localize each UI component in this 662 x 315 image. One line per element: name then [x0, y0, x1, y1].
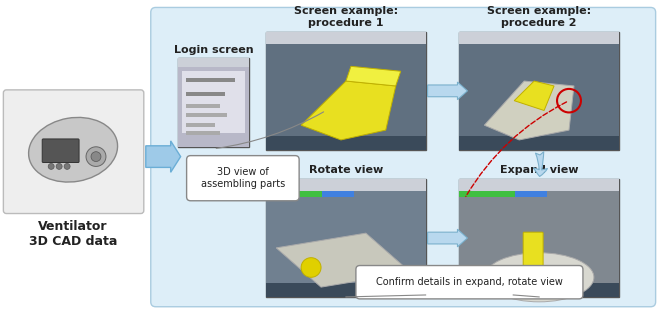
Polygon shape — [514, 81, 554, 111]
FancyBboxPatch shape — [151, 8, 655, 307]
FancyBboxPatch shape — [177, 67, 250, 147]
FancyBboxPatch shape — [356, 266, 583, 299]
FancyBboxPatch shape — [42, 139, 79, 163]
FancyArrow shape — [428, 229, 467, 247]
Ellipse shape — [28, 117, 118, 182]
FancyBboxPatch shape — [185, 123, 216, 127]
FancyBboxPatch shape — [177, 59, 250, 147]
Circle shape — [48, 163, 54, 169]
Circle shape — [86, 147, 106, 166]
FancyBboxPatch shape — [185, 92, 226, 96]
FancyArrow shape — [428, 82, 467, 100]
FancyBboxPatch shape — [185, 131, 220, 135]
Circle shape — [91, 152, 101, 162]
FancyBboxPatch shape — [266, 44, 426, 150]
FancyBboxPatch shape — [266, 32, 426, 44]
Text: Rotate view: Rotate view — [308, 165, 383, 175]
Text: Login screen: Login screen — [173, 44, 254, 54]
Circle shape — [64, 163, 70, 169]
FancyBboxPatch shape — [459, 191, 515, 197]
FancyBboxPatch shape — [185, 78, 236, 82]
FancyBboxPatch shape — [459, 283, 619, 297]
FancyBboxPatch shape — [177, 59, 250, 67]
FancyBboxPatch shape — [185, 113, 228, 117]
Text: Screen example:
procedure 2: Screen example: procedure 2 — [487, 7, 591, 28]
Polygon shape — [276, 233, 410, 287]
Polygon shape — [485, 81, 574, 140]
Circle shape — [56, 163, 62, 169]
FancyBboxPatch shape — [459, 32, 619, 150]
Circle shape — [301, 258, 321, 277]
Text: Screen example:
procedure 1: Screen example: procedure 1 — [294, 7, 398, 28]
Polygon shape — [346, 66, 401, 86]
FancyBboxPatch shape — [266, 32, 426, 150]
FancyBboxPatch shape — [322, 191, 354, 197]
FancyBboxPatch shape — [459, 44, 619, 150]
FancyBboxPatch shape — [523, 232, 543, 273]
FancyBboxPatch shape — [459, 135, 619, 150]
FancyBboxPatch shape — [266, 283, 426, 297]
Text: Ventilator
3D CAD data: Ventilator 3D CAD data — [29, 220, 117, 249]
FancyArrow shape — [146, 141, 181, 172]
Text: Confirm details in expand, rotate view: Confirm details in expand, rotate view — [376, 277, 563, 287]
FancyBboxPatch shape — [459, 179, 619, 297]
FancyBboxPatch shape — [181, 71, 246, 133]
Text: Expand view: Expand view — [500, 165, 579, 175]
FancyBboxPatch shape — [459, 179, 619, 191]
FancyBboxPatch shape — [185, 104, 220, 107]
FancyBboxPatch shape — [459, 191, 619, 297]
FancyBboxPatch shape — [266, 191, 426, 297]
FancyBboxPatch shape — [266, 191, 322, 197]
Ellipse shape — [485, 253, 594, 302]
FancyBboxPatch shape — [266, 179, 426, 191]
FancyBboxPatch shape — [515, 191, 547, 197]
Text: 3D view of
assembling parts: 3D view of assembling parts — [201, 167, 285, 189]
FancyBboxPatch shape — [3, 90, 144, 214]
Polygon shape — [301, 81, 396, 140]
FancyBboxPatch shape — [266, 179, 426, 297]
FancyBboxPatch shape — [266, 135, 426, 150]
FancyBboxPatch shape — [459, 32, 619, 44]
FancyBboxPatch shape — [187, 156, 299, 201]
